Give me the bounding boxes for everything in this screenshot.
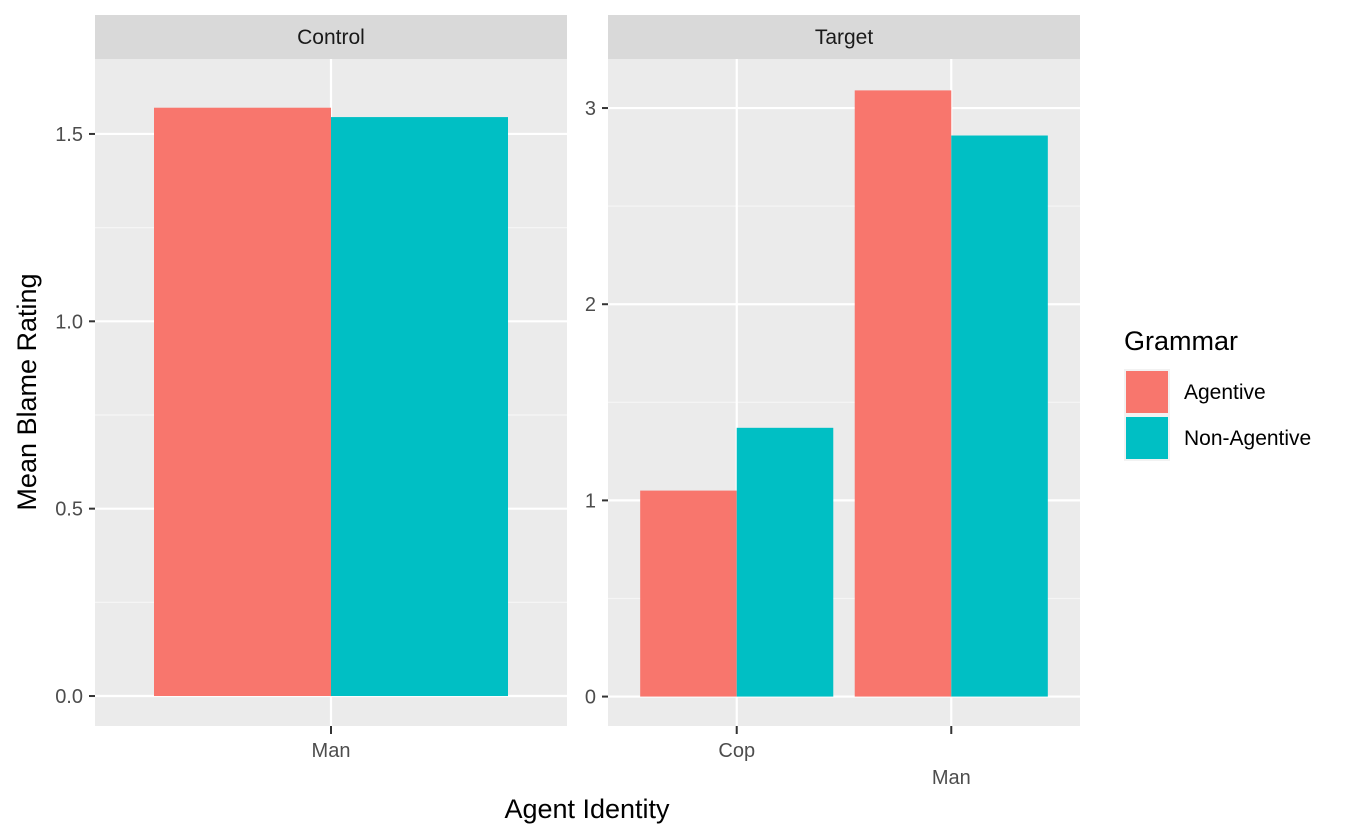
x-tick-label: Cop: [718, 740, 755, 762]
panels: Control 0.0 0.5 1.0 1.5 Man Target 0 1 2 3 Cop Man: [55, 15, 1080, 789]
bar-non-agentive-man: [331, 117, 508, 697]
y-tick-label: 1.5: [55, 124, 83, 146]
bar-agentive-cop: [640, 490, 737, 697]
legend-key-non-agentive: [1126, 417, 1168, 459]
y-tick-label: 0.0: [55, 686, 83, 708]
bar-agentive-man: [854, 90, 952, 697]
y-tick-label: 1: [585, 490, 596, 512]
panel-title: Target: [815, 26, 874, 49]
y-tick-label: 3: [585, 98, 596, 120]
y-tick-label: 2: [585, 294, 596, 316]
legend-label-agentive: Agentive: [1184, 381, 1266, 404]
legend-title: Grammar: [1124, 326, 1238, 356]
x-tick-label: Man: [932, 767, 971, 789]
x-axis-title: Agent Identity: [504, 794, 670, 824]
bar-non-agentive-cop: [736, 427, 834, 697]
bar-agentive-man: [154, 107, 331, 697]
y-tick-label: 0.5: [55, 499, 83, 521]
panel-strip: [95, 15, 567, 59]
panel-strip: [608, 15, 1080, 59]
legend-key-agentive: [1126, 371, 1168, 413]
x-tick-label: Man: [312, 740, 351, 762]
y-axis-title: Mean Blame Rating: [12, 273, 42, 510]
legend: Grammar Agentive Non-Agentive: [1124, 326, 1311, 461]
bar-non-agentive-man: [951, 135, 1048, 697]
panel-target: Target 0 1 2 3 Cop Man: [585, 15, 1080, 789]
panel-title: Control: [297, 26, 365, 49]
y-tick-label: 0: [585, 687, 596, 709]
legend-label-non-agentive: Non-Agentive: [1184, 427, 1311, 450]
panel-control: Control 0.0 0.5 1.0 1.5 Man: [55, 15, 567, 762]
y-tick-label: 1.0: [55, 311, 83, 333]
